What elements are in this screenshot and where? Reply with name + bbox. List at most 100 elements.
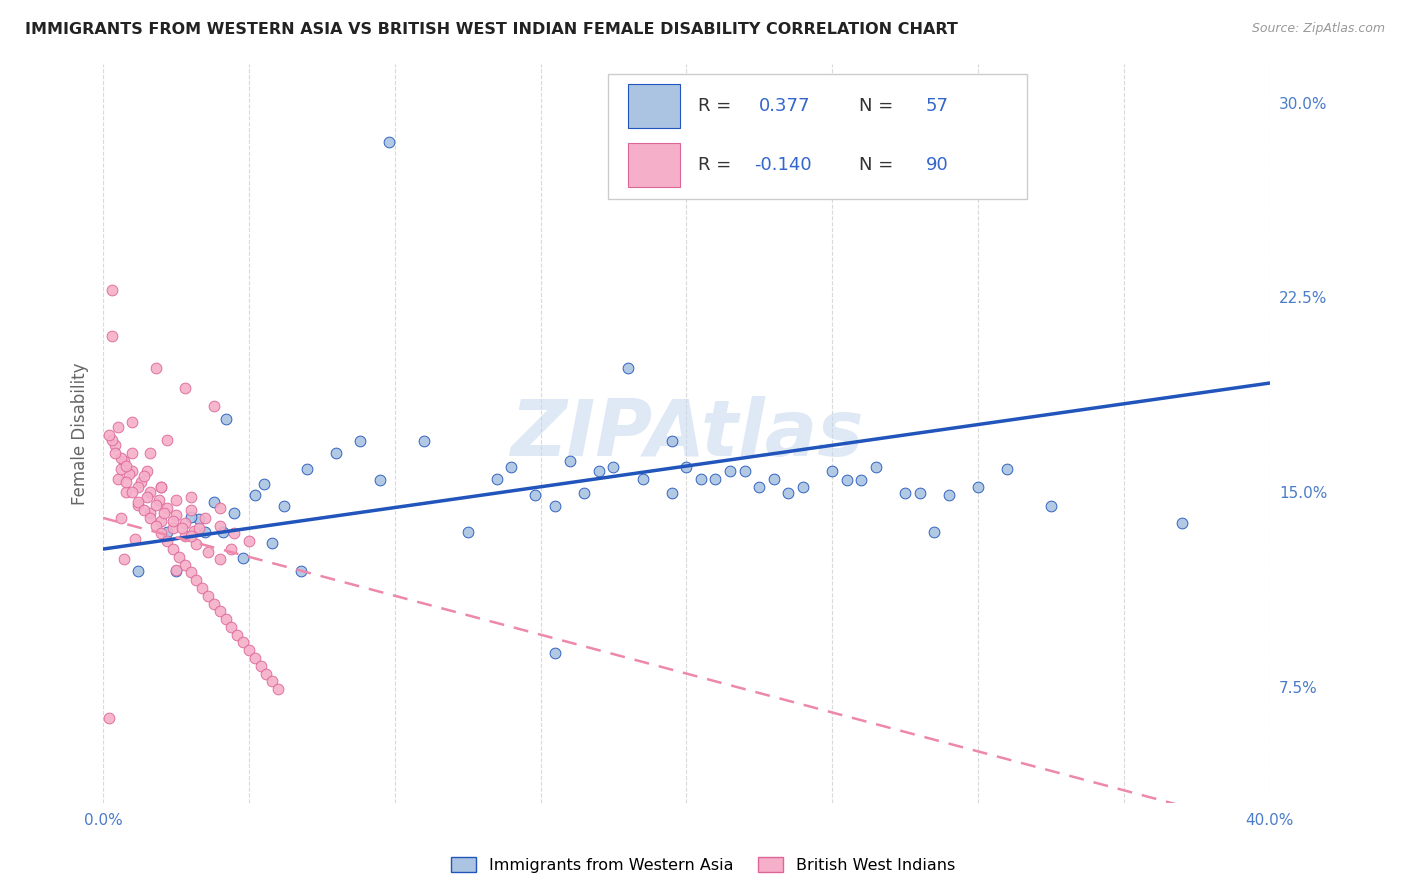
Point: [214, 612, 236, 626]
Point: [150, 480, 173, 494]
Point: [908, 486, 931, 500]
Point: [162, 514, 184, 528]
Point: [173, 516, 195, 530]
Point: [156, 534, 179, 549]
Point: [273, 500, 295, 514]
Text: N =: N =: [859, 156, 898, 174]
Point: [202, 495, 225, 509]
Point: [132, 469, 155, 483]
Point: [254, 666, 277, 681]
Point: [922, 525, 945, 540]
Point: [690, 472, 713, 486]
Point: [150, 480, 173, 494]
Point: [180, 509, 202, 524]
Point: [135, 490, 157, 504]
Point: [208, 604, 231, 618]
Point: [252, 477, 274, 491]
Point: [145, 360, 167, 375]
Point: [148, 492, 170, 507]
Point: [1171, 516, 1194, 530]
Point: [180, 490, 202, 504]
Point: [325, 446, 347, 460]
Text: -0.140: -0.140: [754, 156, 811, 174]
Point: [851, 473, 873, 487]
Point: [191, 581, 214, 595]
Point: [173, 381, 195, 395]
Point: [202, 400, 225, 414]
Point: [208, 518, 231, 533]
Point: [368, 473, 391, 487]
Point: [115, 475, 138, 489]
Point: [110, 451, 132, 466]
Point: [132, 503, 155, 517]
Point: [194, 525, 217, 540]
Point: [631, 472, 654, 486]
Text: 57: 57: [925, 97, 949, 115]
FancyBboxPatch shape: [628, 84, 681, 128]
Point: [139, 446, 162, 460]
Point: [238, 534, 260, 549]
Point: [121, 485, 143, 500]
Point: [588, 464, 610, 478]
Point: [110, 511, 132, 525]
Text: ZIPAtlas: ZIPAtlas: [509, 396, 863, 472]
Point: [208, 500, 231, 515]
Text: 0.377: 0.377: [759, 97, 810, 115]
Point: [165, 492, 187, 507]
Point: [262, 674, 284, 689]
Point: [145, 498, 167, 512]
Point: [501, 460, 523, 475]
Point: [121, 446, 143, 460]
Point: [558, 454, 581, 468]
Point: [101, 433, 124, 447]
FancyBboxPatch shape: [609, 74, 1026, 199]
Point: [675, 460, 697, 475]
Point: [197, 589, 219, 603]
Point: [167, 549, 190, 564]
Text: 90: 90: [925, 156, 948, 174]
Point: [112, 552, 135, 566]
Point: [186, 573, 208, 587]
Point: [197, 544, 219, 558]
Point: [1039, 500, 1062, 514]
Text: R =: R =: [697, 156, 737, 174]
Point: [617, 360, 640, 375]
Point: [232, 635, 254, 649]
Point: [734, 464, 756, 478]
Point: [290, 564, 312, 578]
Point: [112, 454, 135, 468]
Point: [202, 597, 225, 611]
Point: [104, 438, 127, 452]
Point: [762, 472, 785, 486]
Point: [574, 486, 596, 500]
Point: [129, 475, 152, 489]
Point: [118, 467, 141, 481]
Point: [661, 486, 683, 500]
Point: [249, 658, 271, 673]
Point: [188, 512, 211, 526]
Point: [121, 415, 143, 429]
Point: [232, 551, 254, 566]
Point: [661, 434, 683, 449]
Point: [150, 526, 173, 541]
Point: [602, 460, 624, 475]
Point: [153, 506, 176, 520]
Text: R =: R =: [697, 97, 737, 115]
Point: [938, 487, 960, 501]
Point: [267, 682, 290, 697]
Point: [544, 646, 567, 660]
Point: [97, 428, 120, 442]
Legend: Immigrants from Western Asia, British West Indians: Immigrants from Western Asia, British We…: [444, 851, 962, 880]
Point: [221, 620, 243, 634]
Point: [150, 514, 173, 528]
Text: N =: N =: [859, 97, 898, 115]
Point: [349, 434, 371, 449]
Point: [170, 521, 193, 535]
Point: [139, 485, 162, 500]
Point: [208, 552, 231, 566]
Point: [194, 511, 217, 525]
Point: [135, 464, 157, 478]
Point: [224, 506, 246, 520]
Point: [173, 558, 195, 572]
Point: [186, 537, 208, 551]
